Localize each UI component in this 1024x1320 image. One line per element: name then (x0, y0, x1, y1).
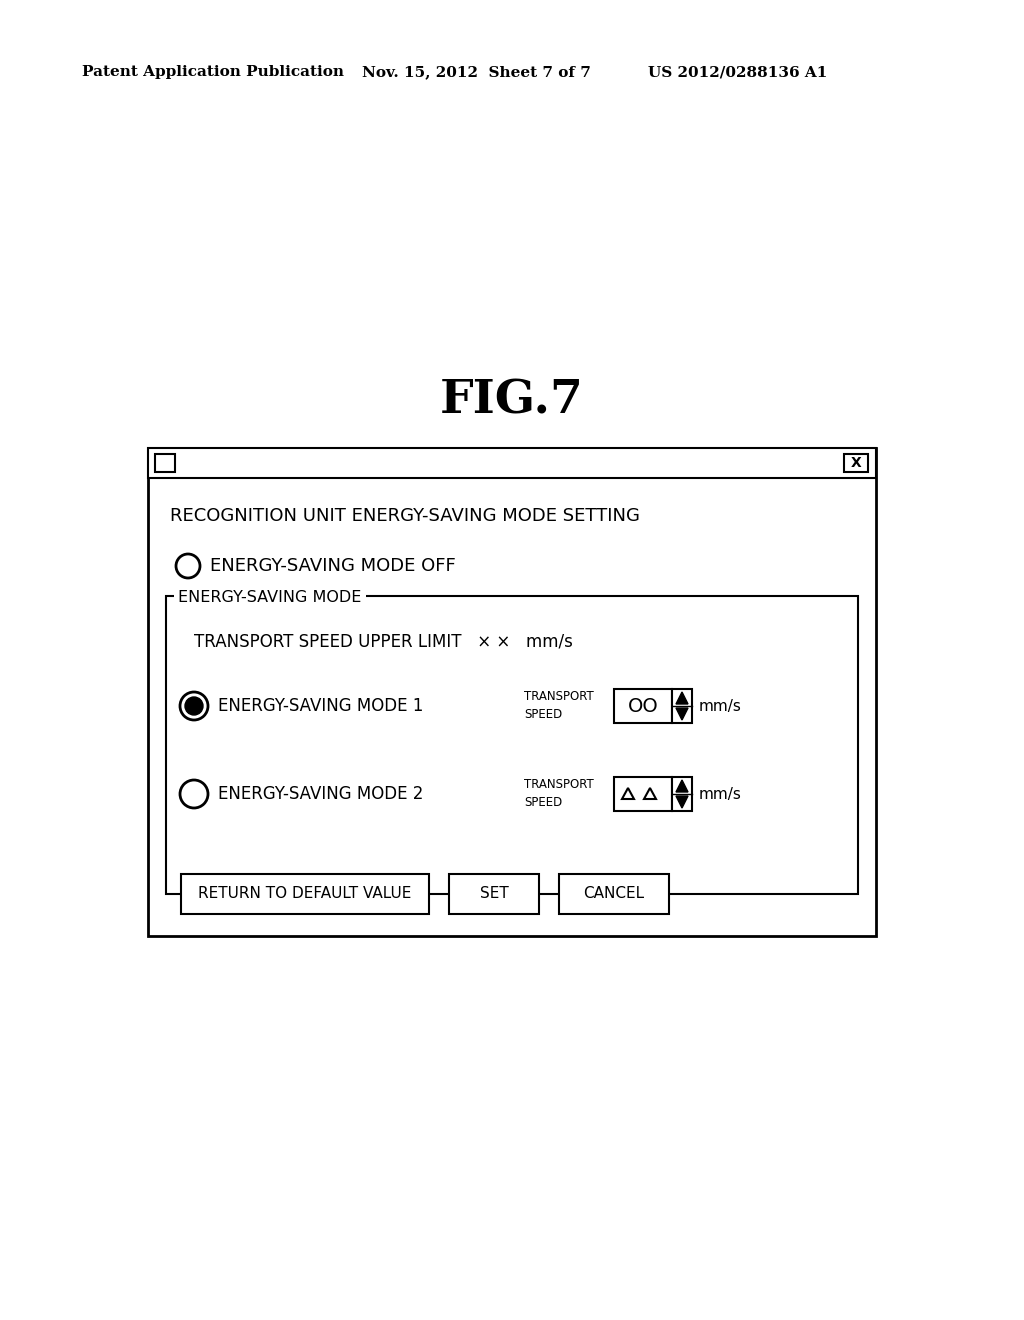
Text: ENERGY-SAVING MODE 2: ENERGY-SAVING MODE 2 (218, 785, 423, 803)
Text: US 2012/0288136 A1: US 2012/0288136 A1 (648, 65, 827, 79)
Circle shape (176, 554, 200, 578)
Text: ENERGY-SAVING MODE OFF: ENERGY-SAVING MODE OFF (210, 557, 456, 576)
Bar (614, 777, 672, 810)
Text: mm/s: mm/s (699, 787, 741, 801)
Circle shape (180, 780, 208, 808)
Text: TRANSPORT
SPEED: TRANSPORT SPEED (524, 690, 594, 722)
Text: ENERGY-SAVING MODE: ENERGY-SAVING MODE (178, 590, 361, 605)
Circle shape (180, 692, 208, 719)
Bar (559, 874, 669, 913)
Text: X: X (851, 455, 861, 470)
Bar (155, 454, 175, 473)
Bar (148, 447, 876, 936)
Polygon shape (676, 692, 688, 704)
Text: ENERGY-SAVING MODE 1: ENERGY-SAVING MODE 1 (218, 697, 423, 715)
Text: Nov. 15, 2012  Sheet 7 of 7: Nov. 15, 2012 Sheet 7 of 7 (362, 65, 591, 79)
Text: OO: OO (628, 697, 658, 715)
Polygon shape (676, 708, 688, 719)
Text: SET: SET (479, 887, 508, 902)
Text: Patent Application Publication: Patent Application Publication (82, 65, 344, 79)
Text: mm/s: mm/s (699, 698, 741, 714)
Polygon shape (644, 788, 656, 799)
Bar (449, 874, 539, 913)
Text: CANCEL: CANCEL (584, 887, 644, 902)
Bar (148, 447, 876, 478)
Bar (181, 874, 429, 913)
Text: TRANSPORT
SPEED: TRANSPORT SPEED (524, 779, 594, 809)
Bar (844, 454, 868, 473)
Bar (614, 689, 672, 723)
Text: FIG.7: FIG.7 (440, 378, 584, 422)
Text: TRANSPORT SPEED UPPER LIMIT   × ×   mm/s: TRANSPORT SPEED UPPER LIMIT × × mm/s (194, 632, 572, 649)
Text: RETURN TO DEFAULT VALUE: RETURN TO DEFAULT VALUE (199, 887, 412, 902)
Polygon shape (676, 780, 688, 792)
Bar (672, 689, 692, 723)
Bar (672, 777, 692, 810)
Bar (166, 597, 858, 894)
Polygon shape (622, 788, 634, 799)
Polygon shape (676, 796, 688, 808)
Text: RECOGNITION UNIT ENERGY-SAVING MODE SETTING: RECOGNITION UNIT ENERGY-SAVING MODE SETT… (170, 507, 640, 525)
Circle shape (185, 697, 203, 715)
